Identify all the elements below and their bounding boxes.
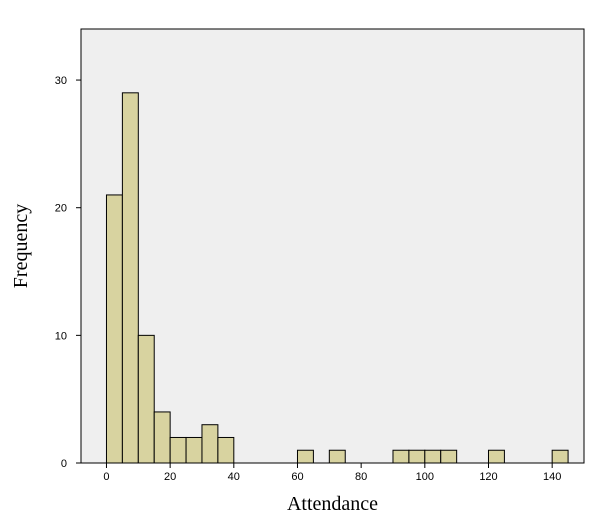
histogram-bar <box>487 449 505 464</box>
histogram-bar <box>392 449 410 464</box>
histogram-bar <box>169 436 187 464</box>
histogram-bar <box>153 411 171 464</box>
histogram-bar <box>296 449 314 464</box>
plot-area <box>80 28 585 464</box>
y-tick-label: 30 <box>55 75 67 87</box>
histogram-bar <box>185 436 203 464</box>
y-axis-ticks: 0 10 20 30 <box>55 75 81 470</box>
x-tick-label: 80 <box>355 471 367 483</box>
x-tick-label: 140 <box>543 471 561 483</box>
x-axis-ticks: 0 20 40 60 80 100 120 140 <box>103 463 561 483</box>
x-tick-label: 0 <box>103 471 109 483</box>
histogram-bar <box>408 449 426 464</box>
x-tick-label: 20 <box>164 471 176 483</box>
x-tick-label: 120 <box>479 471 497 483</box>
x-tick-label: 60 <box>291 471 303 483</box>
histogram-bar <box>551 449 569 464</box>
histogram-bar <box>121 92 139 464</box>
histogram-bar <box>201 424 219 464</box>
histogram-bar <box>424 449 442 464</box>
x-tick-label: 40 <box>228 471 240 483</box>
bars-group <box>105 92 569 464</box>
y-tick-label: 10 <box>55 330 67 342</box>
y-tick-label: 20 <box>55 203 67 215</box>
x-axis-title: Attendance <box>287 493 378 515</box>
histogram-bar <box>137 334 155 464</box>
histogram-bar <box>105 194 123 464</box>
x-tick-label: 100 <box>416 471 434 483</box>
histogram-bar <box>328 449 346 464</box>
histogram-bar <box>440 449 458 464</box>
y-axis-title: Frequency <box>10 204 32 288</box>
y-tick-label: 0 <box>61 458 67 470</box>
histogram-bar <box>217 436 235 464</box>
